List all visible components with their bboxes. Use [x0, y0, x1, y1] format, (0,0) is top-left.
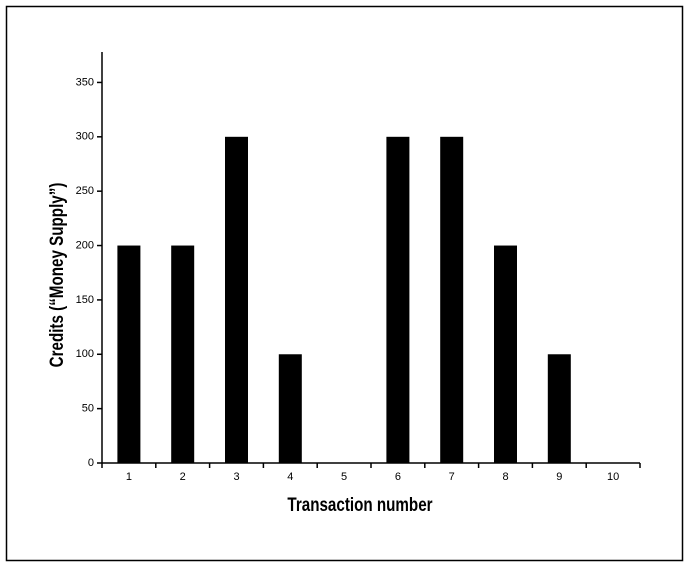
bar — [494, 245, 517, 463]
bar — [278, 354, 302, 463]
x-tick-label: 1 — [126, 471, 132, 483]
y-tick-label: 350 — [76, 76, 94, 88]
y-tick-label: 100 — [76, 348, 94, 360]
x-tick-label: 5 — [341, 471, 347, 483]
bar — [440, 136, 464, 464]
x-tick-label: 10 — [607, 471, 619, 483]
x-tick-label: 6 — [395, 471, 401, 483]
y-axis-title: Credits (“Money Supply”) — [45, 183, 67, 368]
y-tick-label: 250 — [76, 185, 94, 197]
y-tick-label: 150 — [76, 294, 94, 306]
x-tick-label: 3 — [233, 471, 239, 483]
frame — [5, 5, 684, 562]
y-tick-label: 300 — [76, 131, 94, 143]
bar — [225, 136, 248, 464]
y-tick-label: 50 — [82, 403, 94, 415]
bar — [117, 245, 141, 463]
bar — [171, 245, 195, 463]
x-axis-title: Transaction number — [287, 493, 432, 515]
y-tick-label: 200 — [76, 239, 94, 251]
x-tick-label: 2 — [180, 471, 186, 483]
bar — [386, 136, 410, 464]
x-tick-label: 9 — [556, 471, 562, 483]
x-tick-label: 7 — [449, 471, 455, 483]
bar — [547, 354, 571, 463]
x-tick-label: 4 — [287, 471, 293, 483]
x-tick-label: 8 — [502, 471, 508, 483]
y-tick-label: 0 — [88, 457, 94, 469]
